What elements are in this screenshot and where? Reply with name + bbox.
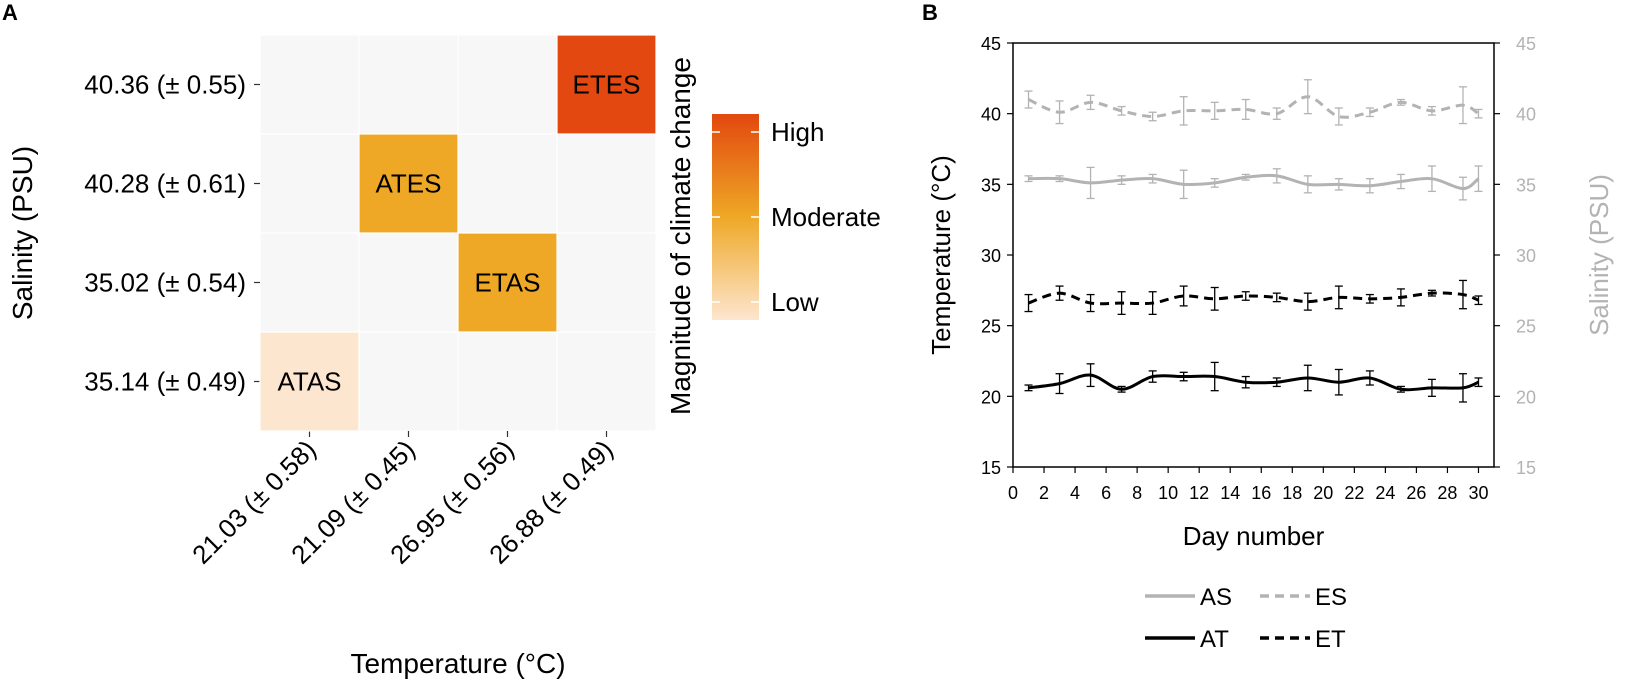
y2-tick-label: 25 — [1516, 317, 1536, 337]
y-tick-label: 30 — [981, 246, 1001, 266]
legend-label-et: ET — [1315, 626, 1346, 653]
series-as — [1024, 165, 1483, 201]
series-et — [1024, 279, 1483, 316]
heatmap-y-tick-label: 40.36 (± 0.55) — [84, 70, 246, 100]
legend-level-label: Low — [771, 287, 819, 317]
x-tick-label: 2 — [1039, 483, 1049, 503]
y2-tick-label: 30 — [1516, 246, 1536, 266]
heatmap-empty-cell — [358, 331, 459, 432]
heatmap-y-tick-label: 40.28 (± 0.61) — [84, 169, 246, 199]
x-tick-label: 20 — [1313, 483, 1333, 503]
y2-tick-labels: 15 20 25 30 35 40 45 — [1494, 34, 1536, 478]
y-tick-label: 20 — [981, 387, 1001, 407]
y2-tick-label: 35 — [1516, 175, 1536, 195]
heatmap-empty-cell — [556, 331, 657, 432]
x-tick-labels: 0 2 4 6 8 10 12 14 16 18 20 22 24 26 28 30 — [1008, 467, 1488, 503]
heatmap-empty-cell — [556, 133, 657, 234]
heatmap-y-tick-labels: 40.36 (± 0.55) 40.28 (± 0.61) 35.02 (± 0.5… — [84, 70, 246, 397]
legend-label-es: ES — [1315, 584, 1347, 611]
heatmap-y-tick-label: 35.02 (± 0.54) — [84, 268, 246, 298]
heatmap-cell-label: ATES — [376, 169, 442, 199]
heatmap-empty-cell — [556, 232, 657, 333]
y2-tick-label: 20 — [1516, 387, 1536, 407]
x-tick-label: 4 — [1070, 483, 1080, 503]
heatmap-legend: Magnitude of climate change High Moderate… — [665, 57, 881, 415]
heatmap-cell-atas — [259, 331, 360, 432]
series-line-et — [1028, 291, 1480, 306]
x-tick-label: 12 — [1189, 483, 1209, 503]
y-tick-labels: 15 20 25 30 35 40 45 — [981, 34, 1013, 478]
panel-a-label: A — [2, 0, 18, 25]
x-tick-label: 16 — [1251, 483, 1271, 503]
y-tick-label: 25 — [981, 317, 1001, 337]
x-tick-label: 10 — [1158, 483, 1178, 503]
heatmap-cells: ATAS ATES ETAS ETES — [254, 34, 657, 437]
legend-title: Magnitude of climate change — [665, 57, 696, 415]
y-tick-label: 15 — [981, 458, 1001, 478]
heatmap-cell-label: ATAS — [277, 367, 341, 397]
heatmap-empty-cell — [259, 133, 360, 234]
x-tick-label: 8 — [1132, 483, 1142, 503]
series-group — [1024, 79, 1483, 403]
heatmap-empty-cell — [457, 34, 558, 135]
x-tick-label: 22 — [1344, 483, 1364, 503]
heatmap-y-tick-label: 35.14 (± 0.49) — [84, 367, 246, 397]
series-line-at — [1028, 373, 1480, 392]
heatmap-cell-label: ETAS — [475, 268, 541, 298]
x-axis-title: Day number — [1183, 521, 1325, 551]
x-tick-label: 24 — [1375, 483, 1395, 503]
x-tick-label: 14 — [1220, 483, 1240, 503]
series-at — [1024, 361, 1483, 403]
x-tick-label: 30 — [1468, 483, 1488, 503]
x-tick-label: 6 — [1101, 483, 1111, 503]
heatmap-empty-cell — [457, 133, 558, 234]
heatmap-x-axis-title: Temperature (°C) — [350, 648, 565, 679]
heatmap-empty-cell — [358, 232, 459, 333]
legend-levels: High Moderate Low — [712, 117, 881, 317]
legend-level-label: Moderate — [771, 202, 881, 232]
x-tick-label: 18 — [1282, 483, 1302, 503]
heatmap-empty-cell — [259, 34, 360, 135]
panel-b-label: B — [922, 0, 938, 25]
legend-label-at: AT — [1200, 626, 1229, 653]
heatmap-cell-label: ETES — [573, 70, 641, 100]
series-line-es — [1027, 95, 1480, 119]
series-line-as — [1028, 173, 1480, 191]
heatmap-x-tick-labels: 21.03 (± 0.58)21.09 (± 0.45)26.95 (± 0.5… — [186, 434, 619, 570]
y-tick-label: 45 — [981, 34, 1001, 54]
y-tick-label: 35 — [981, 175, 1001, 195]
heatmap-panel: ATAS ATES ETAS ETES 40.36 (± 0.55) 40.28 (± … — [7, 34, 881, 679]
series-es — [1024, 79, 1483, 126]
line-legend: AS ES AT ET — [1145, 584, 1347, 653]
legend-label-as: AS — [1200, 584, 1232, 611]
y2-tick-label: 15 — [1516, 458, 1536, 478]
y2-tick-label: 40 — [1516, 105, 1536, 125]
heatmap-empty-cell — [259, 232, 360, 333]
y-axis-title: Temperature (°C) — [926, 155, 956, 355]
heatmap-empty-cell — [457, 331, 558, 432]
x-tick-label: 26 — [1406, 483, 1426, 503]
y2-tick-label: 45 — [1516, 34, 1536, 54]
heatmap-empty-cell — [358, 34, 459, 135]
x-tick-label: 0 — [1008, 483, 1018, 503]
x-tick-label: 28 — [1437, 483, 1457, 503]
heatmap-cell-etas — [457, 232, 558, 333]
heatmap-cell-etes — [556, 34, 657, 135]
legend-level-label: High — [771, 117, 824, 147]
y-tick-label: 40 — [981, 105, 1001, 125]
plot-frame — [1012, 42, 1495, 468]
heatmap-y-axis-title: Salinity (PSU) — [7, 146, 38, 320]
y2-axis-title: Salinity (PSU) — [1584, 174, 1614, 336]
heatmap-cell-ates — [358, 133, 459, 234]
